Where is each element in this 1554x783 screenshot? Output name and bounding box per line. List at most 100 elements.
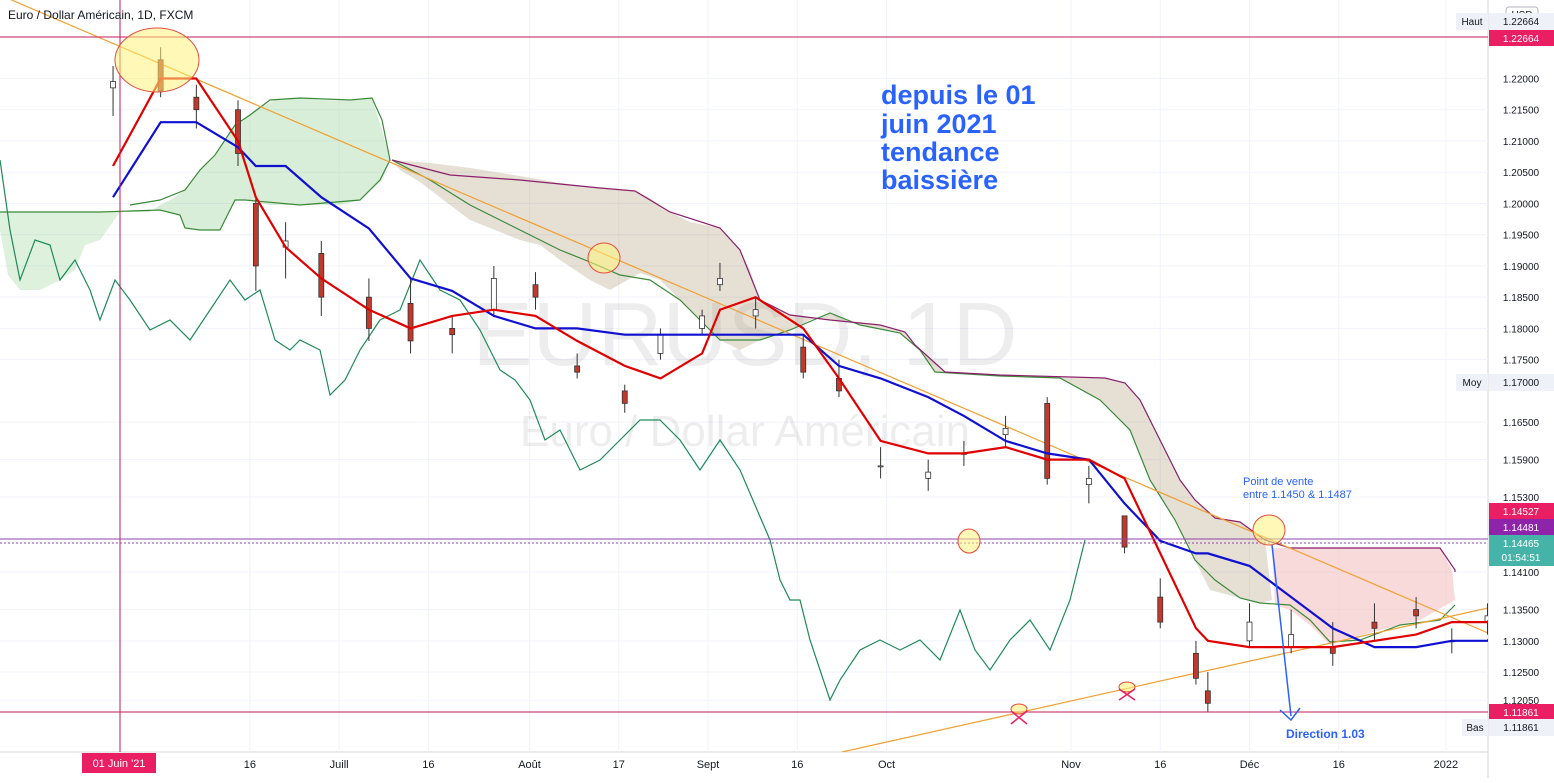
sell-point-line-1[interactable]: Point de vente — [1243, 476, 1313, 488]
low-value: 1.11861 — [1503, 723, 1539, 734]
time-tick-label: Nov — [1061, 759, 1081, 771]
high-value: 1.22664 — [1503, 17, 1540, 28]
highlight-ellipse-june-top[interactable] — [114, 27, 200, 93]
candle-body — [1121, 515, 1128, 548]
candle-body — [1413, 609, 1419, 617]
candle-body — [699, 315, 705, 329]
candle-body — [621, 390, 628, 404]
time-tick-label: Août — [518, 759, 541, 771]
trendlines — [10, 0, 1488, 752]
price-tick-label: 1.15300 — [1503, 493, 1540, 504]
candle-body — [574, 365, 581, 373]
symbol-title[interactable]: Euro / Dollar Américain, 1D, FXCM — [8, 8, 193, 22]
high-caption-box — [1456, 13, 1488, 30]
time-tick-label: 16 — [422, 759, 434, 771]
time-tick-label: 16 — [791, 759, 803, 771]
tag-2: 1.14481 — [1503, 523, 1540, 534]
price-tick-label: 1.12050 — [1503, 696, 1540, 707]
watermark-name: Euro / Dollar Américain — [520, 407, 970, 456]
tag-1: 1.14527 — [1503, 507, 1540, 518]
high-caption: Haut — [1461, 17, 1482, 28]
price-tick-label: 1.22000 — [1503, 74, 1540, 85]
candle-body — [1085, 477, 1092, 486]
candle-body — [1371, 621, 1378, 629]
candle-body — [1193, 652, 1199, 679]
mid-value-box — [1489, 374, 1554, 391]
mid-caption: Moy — [1463, 378, 1482, 389]
price-tick-label: 1.19000 — [1503, 262, 1540, 273]
candle-body — [235, 109, 241, 154]
x-mark-low-2 — [1118, 688, 1136, 701]
tenkan-sen-line — [112, 77, 1488, 649]
candle-body — [407, 303, 414, 342]
candle-body — [1002, 427, 1009, 436]
tag-2-box — [1489, 519, 1554, 535]
candle-body — [1288, 634, 1295, 648]
time-scale-area[interactable] — [0, 752, 1488, 778]
trend-annotation-line-3[interactable]: tendance — [881, 137, 1000, 167]
mid-value: 1.17000 — [1503, 378, 1540, 389]
kumo-cloud-green-left — [0, 212, 120, 290]
price-tick-label: 1.13000 — [1503, 637, 1540, 648]
ichimoku-indicator-lines — [112, 77, 1488, 649]
time-tick-label: Juill — [330, 759, 349, 771]
price-tick-label: 1.16500 — [1503, 418, 1540, 429]
direction-arrow-line[interactable] — [1271, 544, 1292, 717]
candle-body — [657, 334, 664, 354]
time-tick-label: 16 — [1154, 759, 1166, 771]
trend-annotation-line-4[interactable]: baissière — [881, 165, 998, 195]
trend-annotation-line-2[interactable]: juin 2021 — [880, 109, 997, 139]
candle-body — [449, 328, 456, 336]
direction-label[interactable]: Direction 1.03 — [1286, 727, 1365, 741]
candle-body — [532, 284, 539, 298]
candle-body — [318, 253, 325, 298]
low-red-tag-box — [1489, 704, 1554, 720]
price-tick-label: 1.13500 — [1503, 606, 1540, 617]
price-tick-label: 1.21500 — [1503, 106, 1540, 117]
candle-body — [717, 278, 723, 286]
price-tick-label: 1.18000 — [1503, 324, 1540, 335]
kumo-cloud-future-red — [1272, 548, 1455, 645]
date-marker-tag-box[interactable] — [82, 753, 156, 773]
time-tick-label: 17 — [613, 759, 625, 771]
time-tick-label: Sept — [697, 759, 720, 771]
price-tick-label: 1.14100 — [1503, 568, 1540, 579]
highlight-ellipse-sell[interactable] — [1252, 514, 1286, 546]
time-tick-label: Oct — [878, 759, 895, 771]
candle-body — [877, 465, 884, 468]
highlight-ellipse-low-2[interactable] — [1118, 681, 1136, 693]
high-value-box — [1489, 13, 1554, 30]
candle-body — [365, 296, 372, 329]
price-tick-label: 1.17500 — [1503, 356, 1540, 367]
time-axis-ticks: 16Juill16Août17Sept16OctNov16Déc162022Fé… — [244, 759, 1458, 771]
direction-arrow-head — [1279, 707, 1301, 722]
senkou-span-green-upper — [0, 97, 391, 231]
candle-body — [110, 81, 116, 89]
high-red-tag-box — [1489, 30, 1554, 46]
highlight-ellipse-nov[interactable] — [957, 528, 981, 554]
highlight-ellipse-low-1[interactable] — [1010, 703, 1028, 715]
candle-body — [1246, 621, 1253, 642]
highlight-ellipse-sept[interactable] — [587, 242, 621, 274]
kijun-sen-line — [112, 121, 1488, 649]
candle-body — [752, 309, 759, 317]
candle-body — [1044, 402, 1051, 479]
candle-body — [800, 346, 807, 373]
candle-body — [193, 96, 200, 111]
candle-body — [1204, 690, 1211, 704]
price-tick-label: 1.20000 — [1503, 199, 1540, 210]
bar-countdown: 01:54:51 — [1502, 553, 1541, 564]
time-tick-label: 16 — [1333, 759, 1345, 771]
sell-point-line-2[interactable]: entre 1.1450 & 1.1487 — [1243, 489, 1352, 501]
trend-annotation-line-1[interactable]: depuis le 01 — [881, 80, 1036, 110]
x-mark-low-1 — [1010, 710, 1028, 725]
high-red-tag: 1.22664 — [1503, 34, 1540, 45]
price-scale-ticks: 1.22000 1.21500 1.21000 1.20500 1.20000 1.195… — [1503, 74, 1540, 707]
candle-body — [1157, 596, 1164, 623]
chikou-span-line — [0, 159, 1086, 702]
low-value-box — [1489, 719, 1554, 736]
price-tick-label: 1.20500 — [1503, 168, 1540, 179]
low-caption: Bas — [1466, 723, 1483, 734]
plot-area[interactable] — [0, 0, 1488, 752]
